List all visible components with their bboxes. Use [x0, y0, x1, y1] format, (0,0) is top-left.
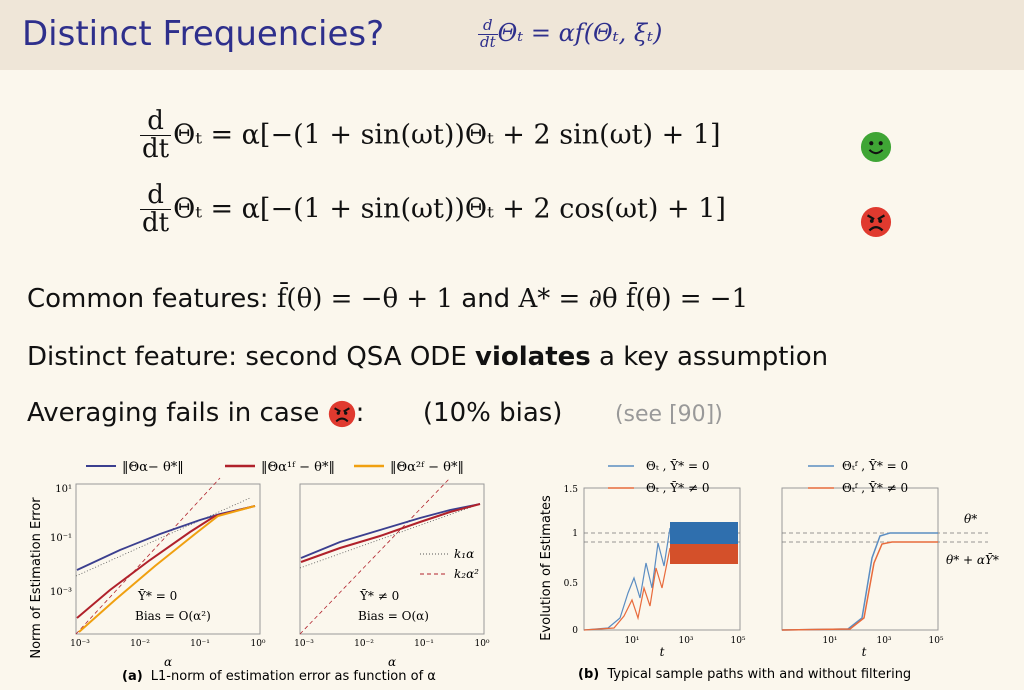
- note-a-left-2: Bias = O(α²): [135, 609, 211, 623]
- note-a-right-2: Bias = O(α): [358, 609, 429, 623]
- band-blue: [670, 522, 738, 544]
- svg-text:0.5: 0.5: [564, 579, 579, 589]
- legend-b-3: Θₜᶠ , Ȳ* = 0: [842, 458, 908, 473]
- svg-text:α: α: [388, 655, 396, 669]
- happy-face-icon: [860, 131, 892, 163]
- svg-text:10¹: 10¹: [822, 636, 837, 646]
- svg-text:10⁻¹: 10⁻¹: [414, 639, 434, 649]
- k2-label: k₂α²: [454, 567, 479, 581]
- header-equation: d dt Θₜ = αf(Θₜ, ξₜ): [478, 16, 663, 51]
- caption-b: (b) Typical sample paths with and withou…: [578, 667, 911, 682]
- svg-text:10³: 10³: [678, 636, 693, 646]
- band-orange: [670, 544, 738, 564]
- common-features: Common features: f̄(θ) = −θ + 1 and A* =…: [27, 284, 749, 314]
- legend-a-2: ‖Θα¹ᶠ − θ*‖: [261, 460, 335, 475]
- panel-b-right: Θₜᶠ , Ȳ* = 0 Θₜᶠ , Ȳ* ≠ 0 10¹ 10³ 10⁵ t …: [781, 458, 999, 659]
- slide-title: Distinct Frequencies?: [22, 14, 385, 54]
- svg-text:10⁻³: 10⁻³: [294, 639, 314, 649]
- distinct-feature: Distinct feature: second QSA ODE violate…: [27, 342, 829, 372]
- angry-face-icon: [328, 400, 355, 427]
- equation-cos: d dt Θₜ = α[−(1 + sin(ωt))Θₜ + 2 cos(ωt) +…: [140, 180, 726, 239]
- svg-text:10⁰: 10⁰: [250, 639, 265, 649]
- caption-a: (a) L1-norm of estimation error as funct…: [122, 669, 436, 684]
- panel-b-left: Θₜ , Ȳ* = 0 Θₜ , Ȳ* ≠ 0 1.5 1 0.5 0 10¹ …: [564, 458, 746, 659]
- theta-star-label: θ*: [964, 512, 977, 526]
- svg-text:10⁵: 10⁵: [928, 636, 943, 646]
- angry-face-icon: [860, 206, 892, 238]
- legend-a-1: ‖Θα− θ*‖: [122, 460, 184, 475]
- svg-text:10⁻²: 10⁻²: [354, 639, 374, 649]
- svg-text:10⁻³: 10⁻³: [70, 639, 90, 649]
- header-band: [0, 0, 1024, 70]
- svg-text:10⁻¹: 10⁻¹: [190, 639, 210, 649]
- svg-text:10⁵: 10⁵: [730, 636, 745, 646]
- panel-a-left: 10¹ 10⁻¹ 10⁻³ 10⁻³ 10⁻² 10⁻¹ 10⁰ α Ȳ* = …: [50, 477, 266, 669]
- svg-text:1.5: 1.5: [564, 485, 579, 495]
- figure-a: ‖Θα− θ*‖ ‖Θα¹ᶠ − θ*‖ ‖Θα²ᶠ − θ*‖ Norm of…: [29, 460, 490, 684]
- svg-text:10³: 10³: [876, 636, 891, 646]
- svg-text:10¹: 10¹: [55, 484, 72, 495]
- legend-a-3: ‖Θα²ᶠ − θ*‖: [390, 460, 464, 475]
- svg-text:10⁻²: 10⁻²: [130, 639, 150, 649]
- note-a-left-1: Ȳ* = 0: [137, 588, 177, 603]
- figure-b: Evolution of Estimates Θₜ , Ȳ* = 0 Θₜ , …: [539, 458, 999, 682]
- averaging-fails: Averaging fails in case : (10% bias) (se…: [27, 398, 723, 428]
- svg-text:1: 1: [572, 529, 578, 539]
- svg-text:10¹: 10¹: [624, 636, 639, 646]
- equation-sin: d dt Θₜ = α[−(1 + sin(ωt))Θₜ + 2 sin(ωt) +…: [140, 106, 721, 165]
- svg-text:α: α: [164, 655, 172, 669]
- panel-a-right: 10⁻³ 10⁻² 10⁻¹ 10⁰ α k₁α k₂α² Ȳ* ≠ 0 Bia…: [294, 477, 490, 669]
- svg-text:0: 0: [572, 626, 578, 636]
- svg-text:t: t: [660, 645, 665, 659]
- svg-text:10⁻¹: 10⁻¹: [50, 533, 72, 544]
- legend-b-4: Θₜᶠ , Ȳ* ≠ 0: [842, 480, 908, 495]
- svg-text:10⁻³: 10⁻³: [50, 587, 72, 598]
- note-a-right-1: Ȳ* ≠ 0: [359, 588, 399, 603]
- ylabel-a: Norm of Estimation Error: [29, 497, 44, 659]
- svg-text:t: t: [862, 645, 867, 659]
- reference-note: (see [90]): [614, 402, 723, 427]
- svg-text:10⁰: 10⁰: [474, 639, 489, 649]
- theta-bias-label: θ* + αȲ*: [946, 552, 999, 567]
- legend-a: ‖Θα− θ*‖ ‖Θα¹ᶠ − θ*‖ ‖Θα²ᶠ − θ*‖: [86, 460, 464, 475]
- ylabel-b: Evolution of Estimates: [539, 495, 554, 641]
- k1-label: k₁α: [454, 547, 474, 561]
- legend-b-1: Θₜ , Ȳ* = 0: [646, 458, 709, 473]
- legend-b-2: Θₜ , Ȳ* ≠ 0: [646, 480, 709, 495]
